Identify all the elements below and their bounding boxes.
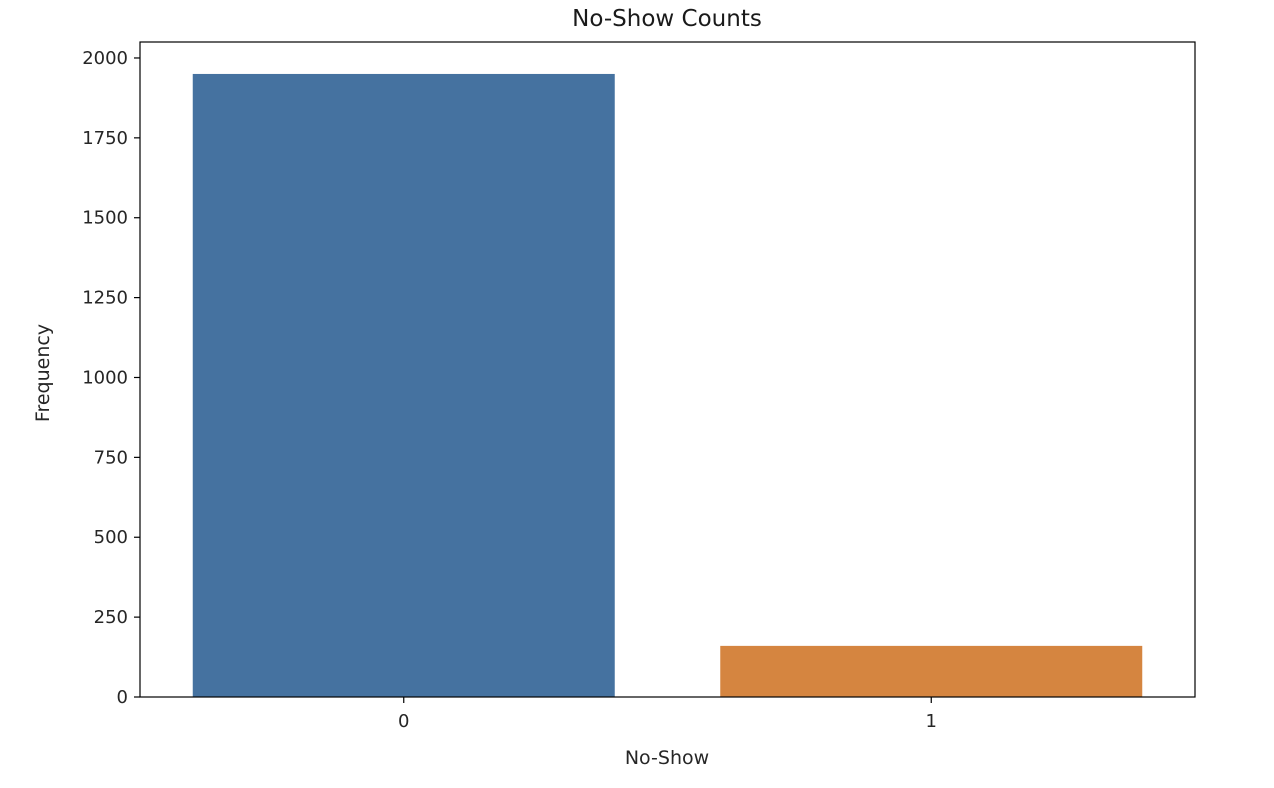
y-tick-label: 250 xyxy=(94,607,128,628)
bar-1 xyxy=(720,645,1143,697)
y-axis: 0 250 500 750 1000 1250 1500 1750 2000 xyxy=(82,48,140,708)
x-tick-label: 0 xyxy=(398,711,409,732)
y-tick-label: 0 xyxy=(117,687,128,708)
bar-0 xyxy=(192,73,615,697)
x-axis-title: No-Show xyxy=(625,747,709,769)
y-tick-label: 1500 xyxy=(82,208,128,229)
x-tick-label: 1 xyxy=(926,711,937,732)
chart-title: No-Show Counts xyxy=(572,6,762,32)
bars-group xyxy=(192,73,1143,697)
y-axis-title: Frequency xyxy=(32,324,54,422)
y-tick-label: 1250 xyxy=(82,288,128,309)
y-tick-label: 1000 xyxy=(82,367,128,388)
plot-frame xyxy=(139,41,1196,698)
y-tick-label: 1750 xyxy=(82,128,128,149)
y-tick-label: 750 xyxy=(94,447,128,468)
y-tick-label: 2000 xyxy=(82,48,128,69)
y-tick-label: 500 xyxy=(94,527,128,548)
